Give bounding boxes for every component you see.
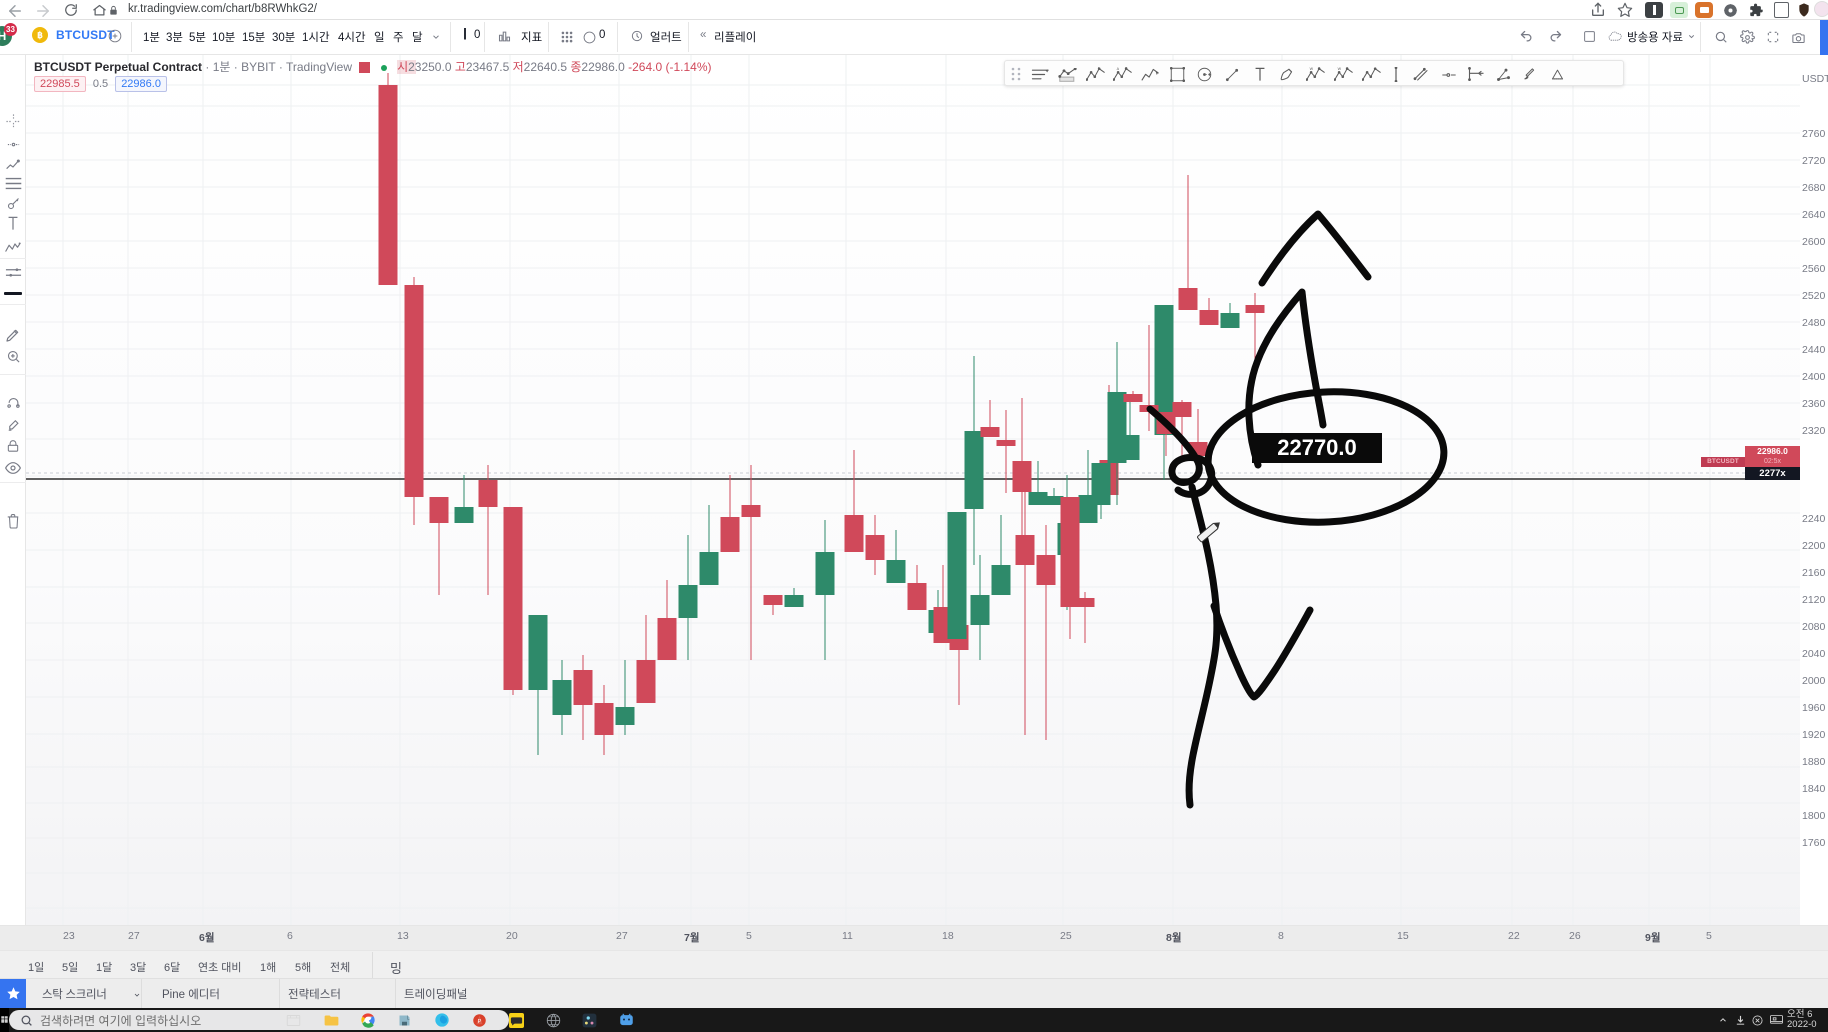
svg-text:W: W	[1338, 67, 1342, 71]
svg-text:C: C	[1125, 67, 1128, 70]
svg-text:W: W	[1310, 67, 1314, 71]
svg-text:P: P	[478, 1019, 482, 1025]
svg-text:A: A	[1117, 67, 1120, 71]
svg-text:1: 1	[1098, 67, 1100, 70]
